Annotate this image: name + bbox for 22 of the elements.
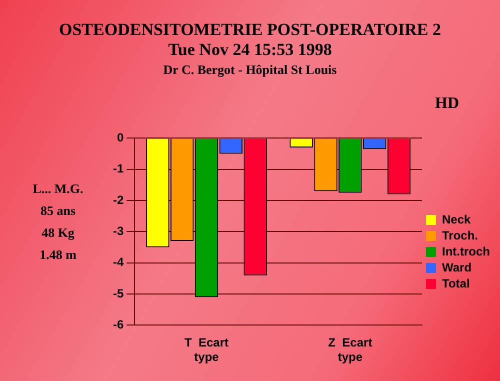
text: 85 ans (39, 202, 77, 220)
y-tick-label: 0 (116, 130, 124, 145)
legend-label: Int.troch (442, 244, 490, 258)
legend-label: Total (442, 276, 470, 290)
legend-label: Troch. (442, 228, 478, 242)
text: L... M.G. (32, 180, 84, 198)
y-tick-label: -6 (113, 318, 124, 332)
y-tick-label: -5 (113, 286, 124, 300)
y-tick-label: -2 (113, 192, 124, 207)
y-tick-label: -4 (113, 255, 124, 270)
legend-label: Ward (442, 260, 472, 274)
chart-title: OSTEODENSITOMETRIE POST-OPERATOIRE 2 (58, 20, 442, 40)
y-tick-label: -1 (113, 162, 124, 176)
text: HD (435, 95, 459, 113)
y-tick-label: -3 (113, 224, 124, 238)
chart-subtitle: Tue Nov 24 15:53 1998 (167, 40, 333, 60)
legend-label: Neck (442, 212, 472, 226)
text: 1.48 m (38, 246, 78, 264)
text: 48 Kg (40, 224, 76, 242)
text: Dr C. Bergot - Hôpital St Louis (162, 62, 338, 78)
x-tick-label: T Ecart type (184, 336, 229, 364)
x-tick-label: Z Ecart type (328, 336, 372, 364)
